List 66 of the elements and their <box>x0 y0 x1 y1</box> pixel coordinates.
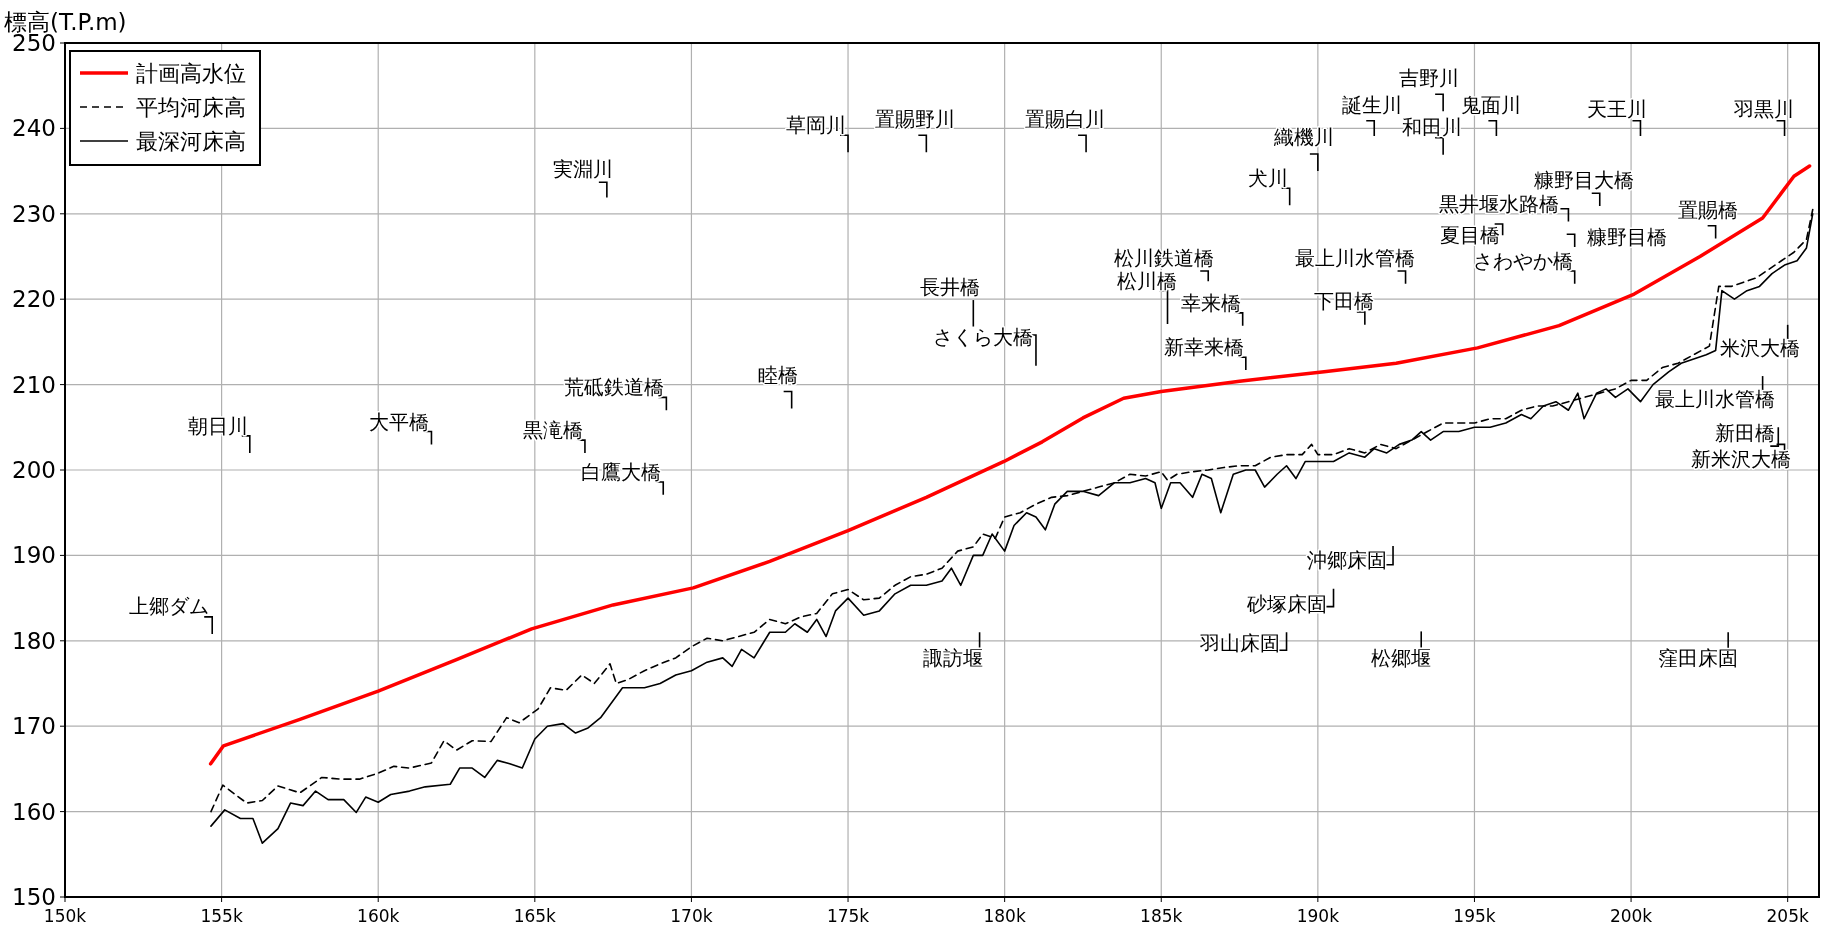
y-tick-label: 220 <box>12 286 56 313</box>
annotation: 白鷹大橋 <box>581 459 662 484</box>
y-tick-label: 180 <box>12 627 56 654</box>
annotation: 朝日川 <box>187 413 248 438</box>
annotation: 新米沢大橋 <box>1690 446 1791 471</box>
annotation: 犬川 <box>1247 166 1288 191</box>
annotation: 夏目橋 <box>1439 222 1500 247</box>
annotation: 最上川水管橋 <box>1294 246 1415 271</box>
annotation: 吉野川 <box>1398 65 1459 90</box>
annotation: 糠野目橋 <box>1587 224 1668 249</box>
annotation: さわやか橋 <box>1472 249 1573 274</box>
y-tick-label: 190 <box>12 542 56 569</box>
annotation: 松川橋 <box>1116 269 1177 294</box>
y-tick-label: 200 <box>12 457 56 483</box>
annotation: 米沢大橋 <box>1720 335 1801 360</box>
annotation: 最上川水管橋 <box>1655 386 1776 411</box>
annotation: 置賜白川 <box>1024 106 1105 131</box>
y-tick-label: 170 <box>12 713 56 740</box>
annotation: 鬼面川 <box>1461 93 1522 118</box>
annotation: 長井橋 <box>919 275 980 300</box>
annotation: 上郷ダム <box>129 593 210 618</box>
annotation: 松川鉄道橋 <box>1114 246 1215 271</box>
annotation: 実淵川 <box>553 157 614 182</box>
legend-label: 計画高水位 <box>136 61 246 86</box>
y-tick-label: 240 <box>12 115 56 142</box>
annotation: 睦橋 <box>757 363 798 388</box>
annotation: 松郷堰 <box>1370 645 1431 670</box>
annotation: 羽黒川 <box>1732 97 1794 122</box>
annotation: 黒井堰水路橋 <box>1439 192 1560 217</box>
annotation: 大平橋 <box>369 409 430 434</box>
annotation: 窪田床固 <box>1657 645 1738 670</box>
x-tick-label: 165k <box>513 906 557 926</box>
annotation: 和田川 <box>1401 114 1462 139</box>
x-tick-label: 185k <box>1140 906 1183 926</box>
annotation: 天王川 <box>1586 97 1647 122</box>
legend-label: 最深河床高 <box>136 129 246 154</box>
x-tick-label: 175k <box>826 906 870 926</box>
annotation: 新幸来橋 <box>1163 335 1244 360</box>
annotation: 誕生川 <box>1342 93 1403 118</box>
annotation: 羽山床固 <box>1199 631 1281 656</box>
y-tick-label: 230 <box>12 200 56 227</box>
annotation: 糠野目大橋 <box>1534 168 1635 193</box>
annotation: 沖郷床固 <box>1306 547 1387 572</box>
annotation: 下田橋 <box>1314 288 1375 313</box>
y-tick-label: 210 <box>12 371 56 398</box>
x-tick-label: 180k <box>983 906 1026 926</box>
annotation: 幸来橋 <box>1180 290 1241 315</box>
annotation: 諏訪堰 <box>922 645 983 670</box>
x-tick-label: 200k <box>1609 906 1653 926</box>
x-tick-label: 155k <box>200 906 243 926</box>
annotation: さくら大橋 <box>932 324 1033 349</box>
x-tick-label: 160k <box>357 906 400 926</box>
annotation: 置賜野川 <box>874 106 955 131</box>
x-tick-label: 170k <box>670 906 713 926</box>
legend-label: 平均河床高 <box>136 95 246 120</box>
annotation: 砂塚床固 <box>1246 591 1328 616</box>
annotation: 草岡川 <box>786 113 847 138</box>
annotation: 織機川 <box>1272 124 1334 149</box>
annotation: 新田橋 <box>1715 421 1776 446</box>
annotation: 黒滝橋 <box>522 418 583 443</box>
annotation: 荒砥鉄道橋 <box>564 375 665 400</box>
y-tick-label: 160 <box>12 798 56 825</box>
x-tick-label: 195k <box>1453 906 1496 926</box>
x-tick-label: 190k <box>1296 906 1340 926</box>
annotation: 置賜橋 <box>1677 198 1738 223</box>
x-tick-label: 205k <box>1766 906 1809 926</box>
